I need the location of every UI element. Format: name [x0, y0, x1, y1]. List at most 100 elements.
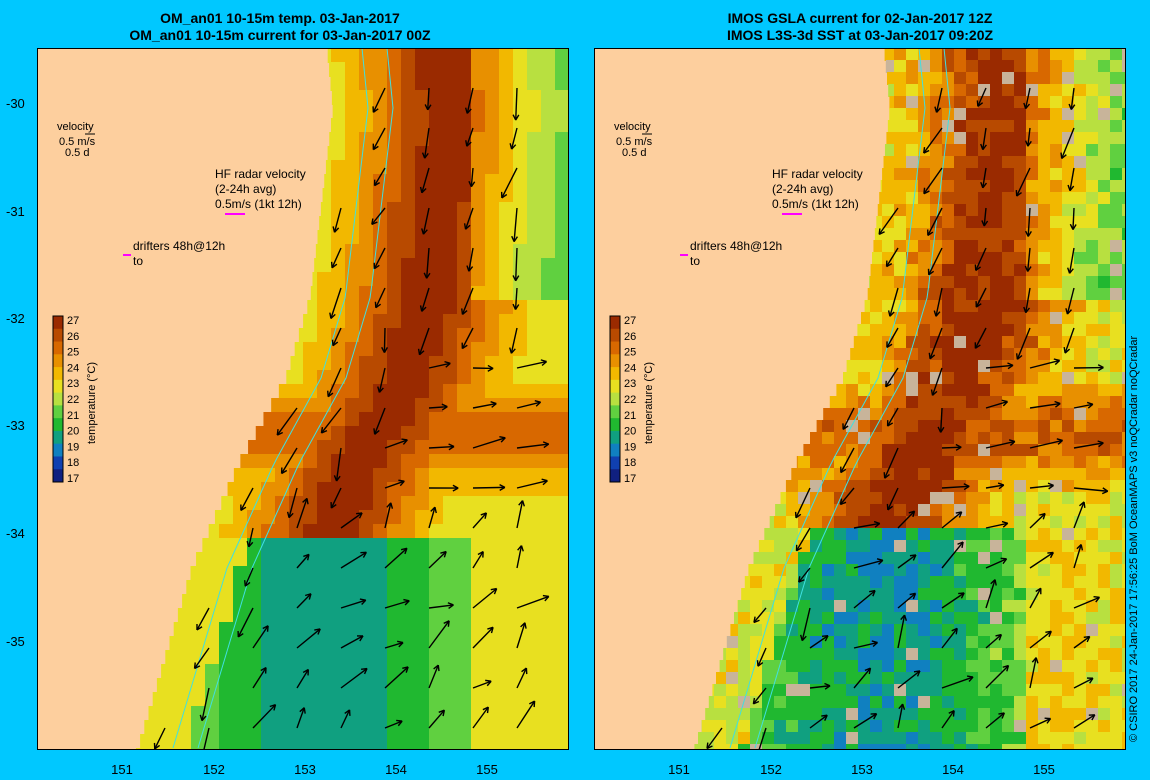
- sst-cell: [1038, 564, 1051, 577]
- sst-cell: [822, 540, 835, 553]
- sst-cell: [401, 76, 416, 91]
- sst-cell: [317, 230, 333, 245]
- sst-cell: [1062, 60, 1075, 73]
- current-arrow: [1029, 359, 1060, 369]
- sst-cell: [1122, 228, 1126, 241]
- sst-cell: [978, 300, 991, 313]
- sst-cell: [429, 496, 444, 511]
- sst-cell: [990, 600, 1003, 613]
- sst-cell: [1074, 60, 1087, 73]
- sst-cell: [810, 552, 823, 565]
- sst-cell: [443, 160, 458, 175]
- sst-cell: [541, 552, 556, 567]
- left-map-canvas[interactable]: velocity 0.5 m/s 0.5 d HF radar velocity…: [37, 48, 569, 750]
- sst-cell: [429, 636, 444, 651]
- sst-cell: [966, 564, 979, 577]
- sst-cell: [1062, 660, 1075, 673]
- sst-cell: [359, 62, 374, 77]
- current-arrow: [374, 407, 386, 435]
- sst-cell: [1050, 324, 1063, 337]
- sst-cell: [471, 188, 486, 203]
- sst-cell: [415, 622, 430, 637]
- current-arrow: [320, 407, 342, 434]
- current-arrow-head: [842, 423, 849, 430]
- current-arrow: [248, 527, 254, 548]
- sst-cell: [1038, 384, 1051, 397]
- sst-cell: [1062, 720, 1075, 733]
- sst-cell: [1002, 636, 1015, 649]
- sst-cell: [978, 120, 991, 133]
- sst-cell: [1050, 360, 1063, 373]
- sst-cell: [499, 146, 514, 161]
- sst-cell: [918, 504, 931, 517]
- sst-cell: [990, 252, 1003, 265]
- sst-cell: [894, 732, 907, 745]
- current-arrow: [428, 405, 448, 409]
- sst-cell: [555, 160, 569, 175]
- current-arrow: [428, 445, 455, 449]
- sst-cell: [499, 272, 514, 287]
- sst-cell: [499, 300, 514, 315]
- sst-cell: [1062, 84, 1075, 97]
- sst-cell: [303, 580, 318, 595]
- sst-cell: [541, 720, 556, 735]
- sst-cell: [317, 524, 332, 539]
- sst-cell: [443, 552, 458, 567]
- left-map-panel[interactable]: velocity 0.5 m/s 0.5 d HF radar velocity…: [37, 48, 569, 750]
- sst-cell: [775, 504, 789, 517]
- sst-cell: [1014, 156, 1027, 169]
- sst-cell: [1098, 324, 1111, 337]
- sst-cell: [205, 622, 220, 637]
- sst-cell: [1122, 708, 1126, 721]
- sst-field: [694, 48, 1126, 750]
- sst-cell: [1014, 420, 1027, 433]
- sst-cell: [930, 708, 943, 721]
- sst-cell: [555, 258, 569, 273]
- sst-cell: [541, 468, 556, 483]
- sst-cell: [1062, 492, 1075, 505]
- sst-cell: [954, 192, 967, 205]
- sst-cell: [1062, 684, 1075, 697]
- sst-cell: [359, 538, 374, 553]
- sst-cell: [289, 622, 304, 637]
- sst-cell: [345, 580, 360, 595]
- isobath-line: [197, 48, 394, 749]
- sst-cell: [401, 706, 416, 721]
- sst-cell: [870, 612, 883, 625]
- sst-cell: [1062, 612, 1075, 625]
- sst-cell: [317, 608, 332, 623]
- sst-cell: [1122, 312, 1126, 325]
- current-arrow: [935, 287, 943, 317]
- sst-cell: [485, 342, 500, 357]
- sst-cell: [401, 48, 416, 63]
- sst-cell: [858, 744, 871, 750]
- sst-cell: [415, 174, 430, 189]
- sst-cell: [1110, 312, 1123, 325]
- sst-cell: [966, 720, 979, 733]
- current-arrow: [1029, 513, 1046, 529]
- current-arrow: [941, 511, 963, 529]
- sst-cell: [345, 314, 360, 329]
- current-arrow-head: [934, 106, 942, 113]
- sst-cell: [906, 48, 919, 61]
- sst-cell: [870, 288, 883, 301]
- sst-cell: [1110, 696, 1123, 709]
- current-arrow-head: [360, 667, 368, 675]
- right-map-panel[interactable]: velocity 0.5 m/s 0.5 d HF radar velocity…: [594, 48, 1126, 750]
- sst-cell: [415, 426, 430, 441]
- sst-cell: [1086, 168, 1099, 181]
- sst-cell: [303, 664, 318, 679]
- temperature-field: [135, 48, 569, 750]
- sst-cell: [373, 720, 388, 735]
- sst-cell: [359, 342, 374, 357]
- sst-cell: [846, 504, 859, 517]
- sst-cell: [1002, 276, 1015, 289]
- sst-cell: [303, 370, 318, 385]
- sst-cell: [942, 528, 955, 541]
- sst-cell: [930, 540, 943, 553]
- right-map-canvas[interactable]: velocity 0.5 m/s 0.5 d HF radar velocity…: [594, 48, 1126, 750]
- map-legend: velocity 0.5 m/s 0.5 d HF radar velocity…: [614, 121, 863, 268]
- sst-cell: [457, 440, 472, 455]
- sst-cell: [1074, 336, 1087, 349]
- sst-cell: [906, 480, 919, 493]
